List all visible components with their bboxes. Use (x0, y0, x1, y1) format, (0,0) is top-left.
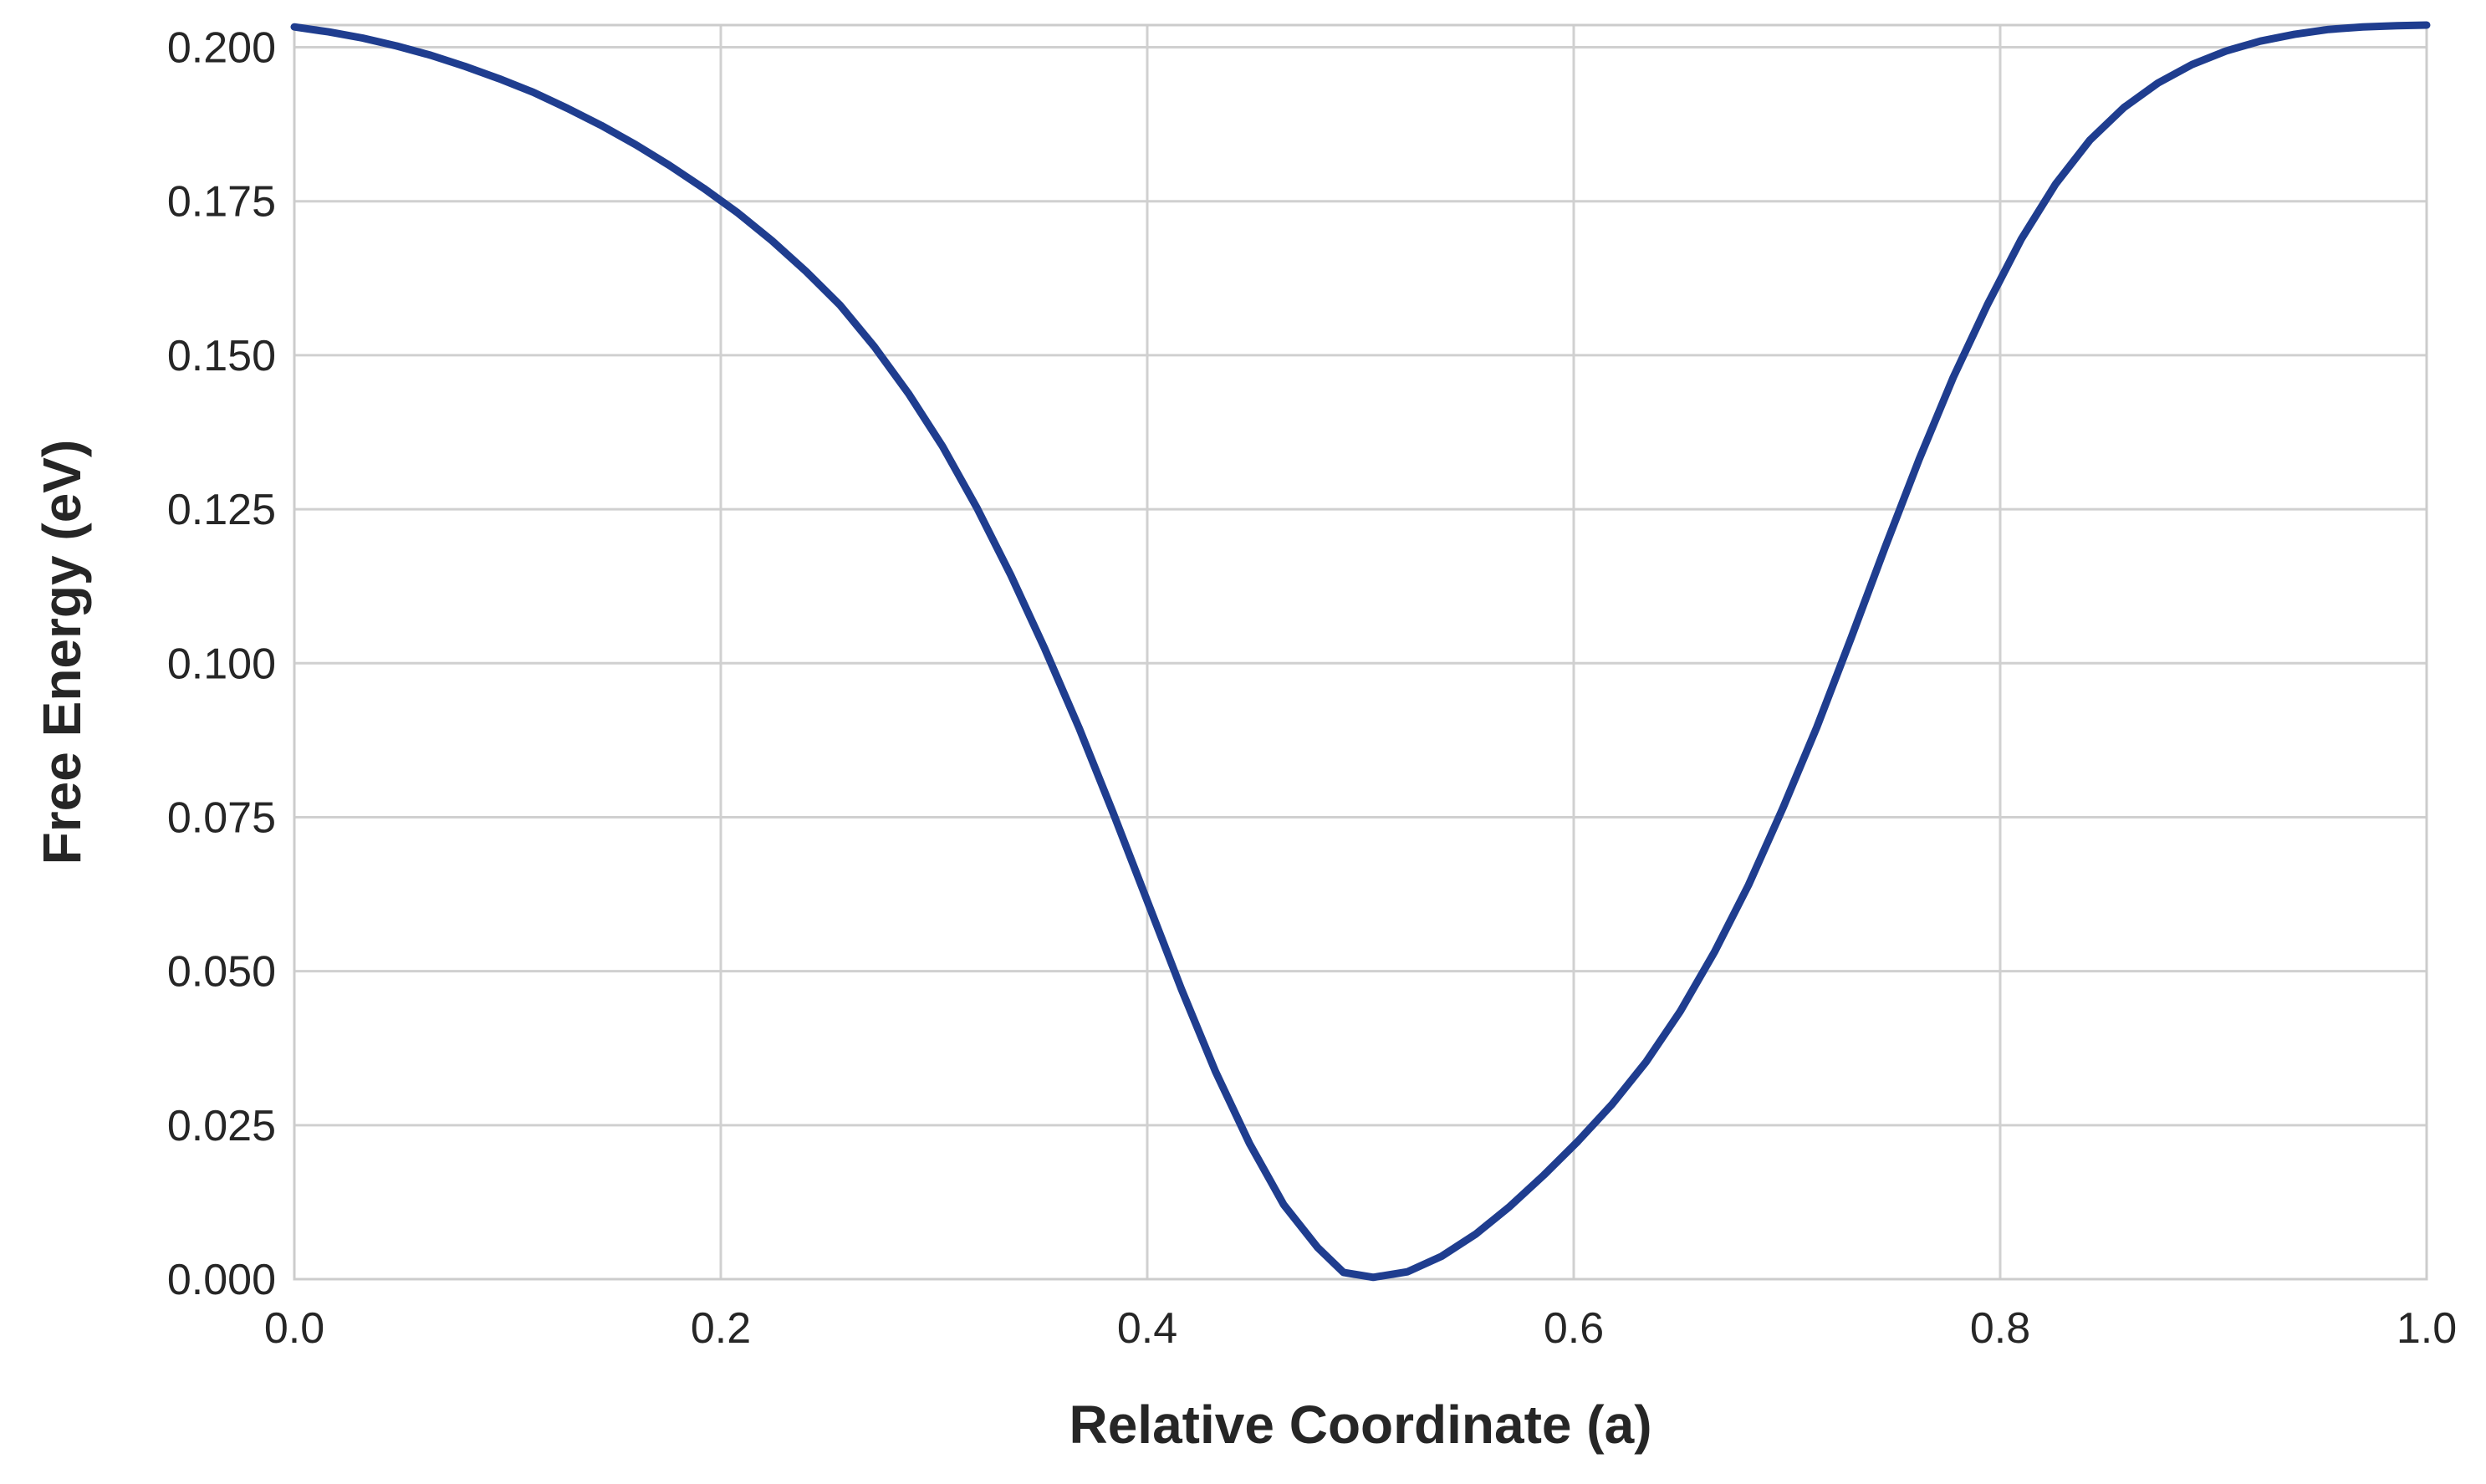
free-energy-line (290, 21, 2431, 1282)
x-tick-label: 0.8 (1970, 1304, 2030, 1353)
y-tick-label: 0.200 (167, 24, 276, 73)
x-tick-label: 0.6 (1544, 1304, 1604, 1353)
y-tick-label: 0.100 (167, 640, 276, 688)
series-layer (290, 21, 2431, 1282)
x-tick-label: 0.2 (691, 1304, 751, 1353)
x-tick-label: 0.4 (1117, 1304, 1177, 1353)
y-tick-labels: 0.000 0.025 0.050 0.075 0.100 0.125 0.150 0.175… (167, 24, 276, 1304)
y-tick-label: 0.075 (167, 793, 276, 842)
x-tick-label: 1.0 (2397, 1304, 2457, 1353)
y-tick-label: 0.025 (167, 1102, 276, 1150)
x-axis-title: Relative Coordinate (a) (1069, 1395, 1651, 1455)
y-axis-title: Free Energy (eV) (32, 440, 92, 865)
y-tick-label: 0.150 (167, 332, 276, 380)
x-tick-label: 0.0 (264, 1304, 324, 1353)
y-tick-label: 0.175 (167, 178, 276, 227)
plot-frame (293, 23, 2428, 1281)
x-tick-labels: 0.0 0.2 0.4 0.6 0.8 1.0 (264, 1304, 2457, 1353)
y-tick-label: 0.050 (167, 948, 276, 997)
y-tick-label: 0.125 (167, 486, 276, 534)
y-tick-label: 0.000 (167, 1256, 276, 1304)
